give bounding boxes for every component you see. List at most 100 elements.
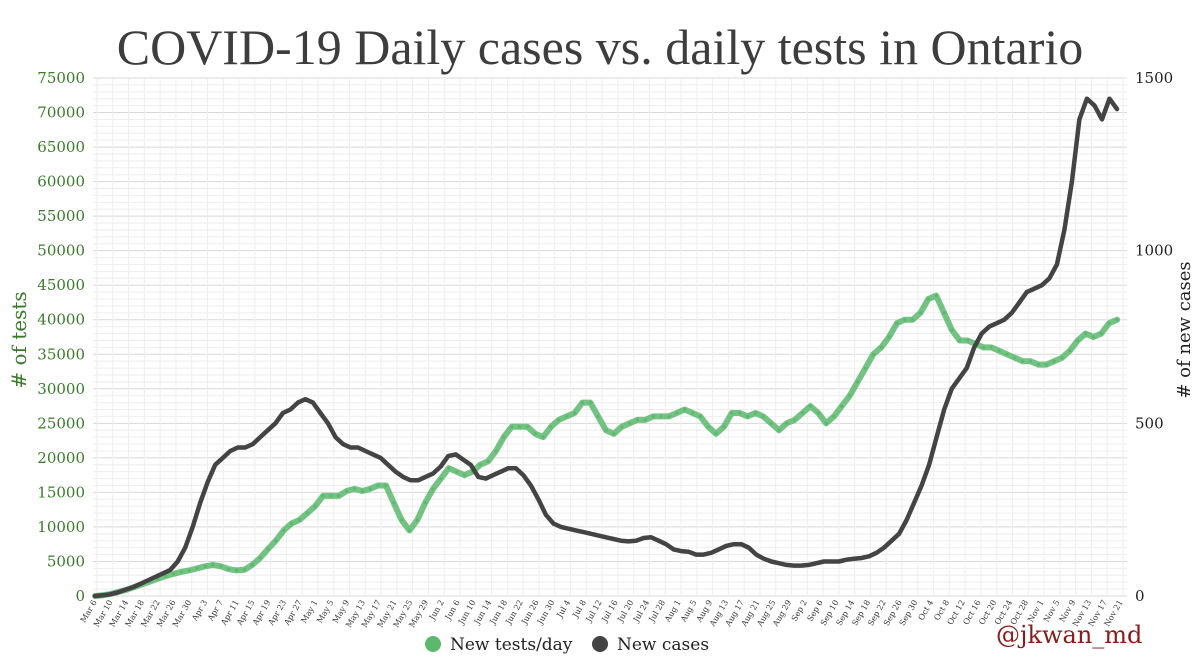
series-point-tests: [698, 414, 702, 418]
series-point-tests: [462, 473, 467, 477]
series-point-cases: [371, 452, 375, 456]
series-point-cases: [732, 542, 736, 546]
x-tick-label: Jun 2: [427, 599, 446, 623]
y-tick-left-label: 55000: [37, 207, 85, 225]
series-point-tests: [282, 528, 286, 533]
series-point-cases: [882, 546, 886, 550]
y-axis-right-label: # of new cases: [1174, 261, 1195, 398]
series-point-cases: [995, 321, 999, 325]
series-point-cases: [356, 445, 360, 450]
series-point-tests: [777, 428, 781, 432]
series-point-cases: [626, 539, 631, 544]
series-point-cases: [401, 475, 405, 479]
series-point-tests: [1028, 359, 1033, 363]
series-point-cases: [957, 376, 961, 380]
series-point-cases: [191, 525, 195, 529]
series-point-cases: [709, 551, 713, 555]
series-point-cases: [416, 478, 420, 482]
series-point-tests: [360, 489, 364, 493]
series-point-cases: [386, 463, 390, 467]
series-point-cases: [844, 558, 849, 562]
series-point-tests: [753, 411, 758, 415]
series-point-tests: [840, 404, 844, 408]
y-tick-left-label: 15000: [37, 483, 85, 501]
series-point-cases: [484, 477, 488, 481]
series-point-tests: [958, 338, 962, 343]
series-point-cases: [596, 534, 601, 538]
series-point-tests: [179, 570, 184, 574]
series-point-cases: [604, 535, 608, 539]
series-point-tests: [848, 394, 852, 398]
series-point-tests: [620, 425, 624, 429]
y-axis-left-label: # of tests: [7, 291, 31, 388]
series-point-tests: [1076, 338, 1080, 343]
y-tick-right-label: 1000: [1135, 242, 1173, 260]
plot-area: [92, 96, 1120, 599]
series-point-cases: [912, 501, 916, 505]
series-point-tests: [785, 421, 789, 425]
series-point-tests: [675, 411, 679, 415]
y-tick-left-label: 40000: [37, 311, 85, 329]
series-point-cases: [123, 588, 127, 592]
series-point-tests: [195, 566, 199, 571]
series-point-cases: [717, 547, 721, 552]
series-point-cases: [266, 428, 270, 432]
series-point-tests: [297, 518, 301, 522]
y-tick-left-label: 50000: [37, 242, 85, 260]
series-point-tests: [604, 428, 608, 432]
series-point-cases: [446, 454, 450, 458]
series-point-tests: [1091, 335, 1095, 339]
series-point-tests: [981, 345, 986, 349]
series-point-cases: [326, 421, 330, 425]
series-point-cases: [303, 397, 307, 401]
series-point-cases: [536, 497, 541, 501]
series-point-tests: [266, 547, 270, 551]
series-point-cases: [499, 470, 503, 474]
series-point-cases: [168, 568, 172, 572]
series-point-cases: [822, 559, 826, 564]
series-point-cases: [1100, 117, 1104, 121]
series-point-tests: [628, 421, 632, 425]
series-point-cases: [409, 478, 413, 482]
series-point-tests: [329, 494, 333, 498]
series-point-tests: [800, 411, 805, 415]
series-point-cases: [792, 564, 796, 568]
series-point-cases: [333, 435, 338, 439]
y-tick-left-label: 30000: [37, 380, 85, 398]
series-point-tests: [352, 487, 356, 491]
series-point-cases: [935, 435, 939, 439]
series-point-tests: [887, 335, 891, 339]
series-point-cases: [687, 550, 691, 554]
series-point-cases: [829, 559, 834, 564]
series-point-tests: [588, 401, 592, 405]
series-point-cases: [724, 544, 728, 548]
series-point-cases: [213, 463, 217, 467]
series-point-cases: [589, 532, 593, 536]
series-point-cases: [206, 480, 210, 484]
series-point-tests: [392, 501, 396, 505]
series-point-cases: [859, 556, 864, 560]
series-point-cases: [769, 559, 773, 564]
series-point-cases: [551, 521, 556, 526]
series-point-cases: [281, 411, 285, 415]
series-point-tests: [816, 411, 820, 415]
series-point-cases: [1055, 262, 1059, 267]
series-point-cases: [153, 575, 157, 579]
series-point-tests: [1044, 363, 1048, 367]
series-point-cases: [897, 532, 901, 536]
series-point-cases: [574, 528, 578, 533]
series-point-tests: [659, 414, 663, 418]
series-point-tests: [856, 380, 860, 384]
series-point-cases: [634, 539, 638, 543]
series-point-cases: [146, 578, 150, 583]
series-point-cases: [611, 537, 616, 541]
legend-tests-marker: [425, 636, 441, 652]
series-point-cases: [476, 475, 480, 479]
series-point-cases: [1002, 318, 1006, 322]
series-point-cases: [581, 530, 586, 534]
series-point-cases: [784, 563, 789, 567]
series-point-tests: [918, 311, 923, 315]
series-point-cases: [394, 470, 398, 474]
series-point-tests: [1005, 352, 1009, 356]
series-point-tests: [1060, 356, 1064, 360]
